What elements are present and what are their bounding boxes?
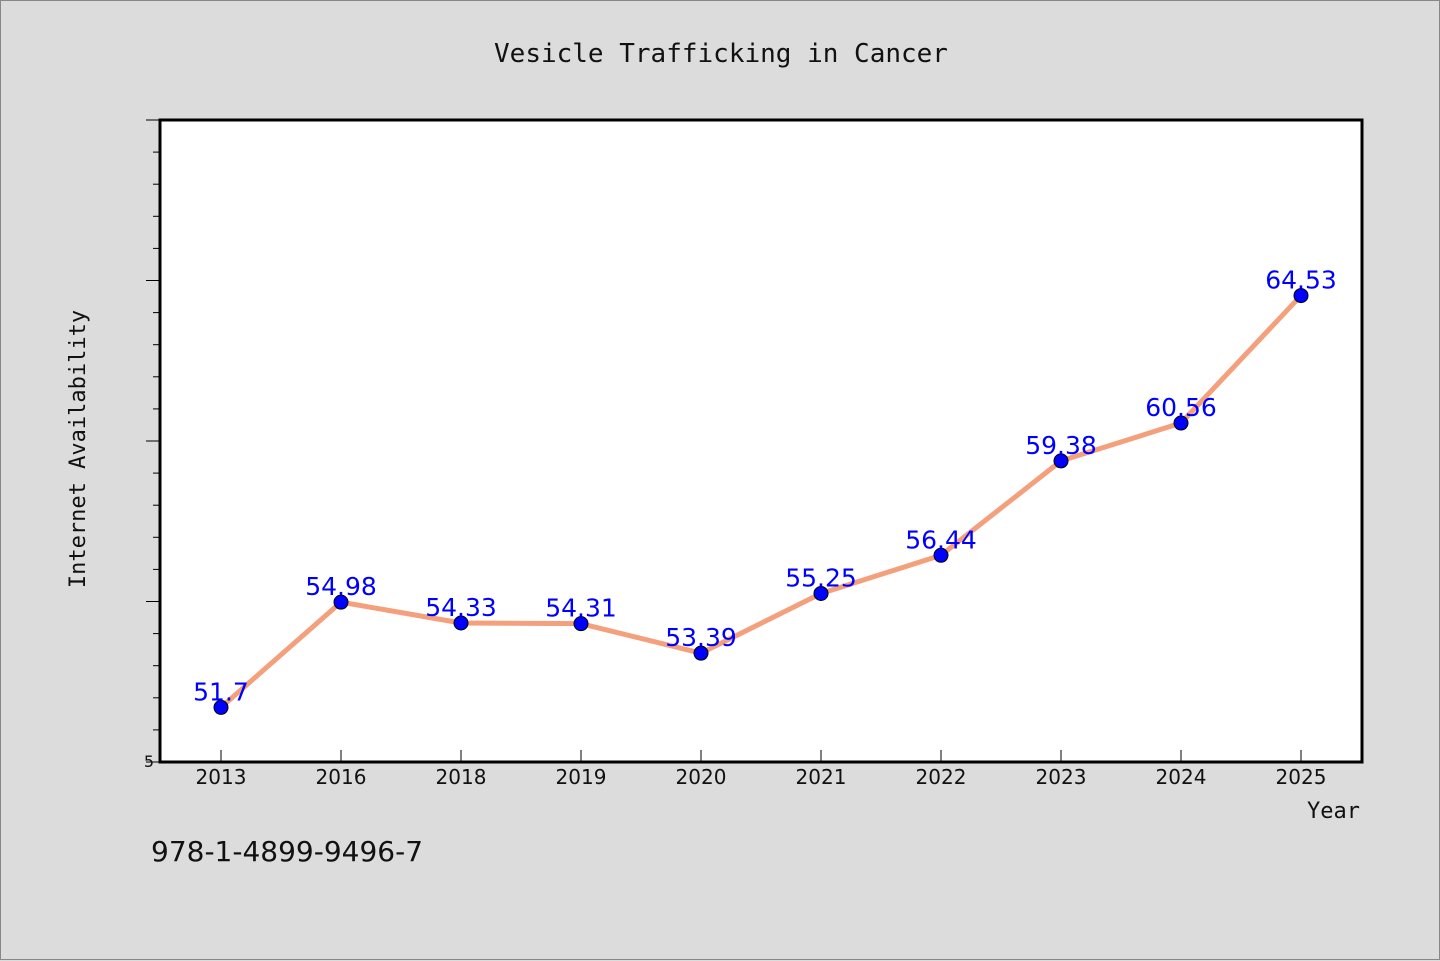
data-label: 54.98 [305, 572, 377, 601]
data-label: 53.39 [665, 623, 737, 652]
x-tick-label: 2018 [436, 765, 487, 789]
x-tick-label: 2022 [916, 765, 967, 789]
x-tick-label: 2020 [676, 765, 727, 789]
data-point [333, 594, 349, 610]
data-label: 64.53 [1265, 266, 1337, 295]
data-point [813, 585, 829, 601]
x-axis-ticks [220, 750, 1302, 762]
data-label: 55.25 [785, 563, 857, 592]
y-axis-ticks [146, 119, 160, 763]
y-axis-label: Internet Availability [66, 310, 91, 588]
x-tick-label: 2023 [1036, 765, 1087, 789]
plot-area [158, 118, 1364, 764]
x-axis-tick-labels: 2013 2016 2018 2019 2020 2021 2022 2023 2024 2025 [196, 765, 1327, 789]
data-point [213, 699, 229, 715]
x-tick-label: 2021 [796, 765, 847, 789]
data-label: 56.44 [905, 525, 977, 554]
data-label: 60.56 [1145, 393, 1217, 422]
y-tick-label: 5 [144, 752, 154, 771]
series-line [218, 293, 1304, 710]
x-tick-label: 2025 [1276, 765, 1327, 789]
chart-title: Vesicle Trafficking in Cancer [494, 39, 948, 69]
series-line-group [218, 293, 1304, 710]
data-point [453, 615, 469, 631]
data-point [573, 616, 589, 632]
data-points [213, 288, 1309, 715]
x-axis-label: Year [1307, 799, 1360, 824]
data-label: 59.38 [1025, 431, 1097, 460]
x-tick-label: 2024 [1156, 765, 1207, 789]
data-label: 54.31 [545, 594, 617, 623]
data-point [1173, 415, 1189, 431]
data-label: 54.33 [425, 593, 497, 622]
data-labels: 51.7 54.98 54.33 54.31 53.39 55.25 56.44 59.38 6… [193, 266, 1337, 707]
isbn-text: 978-1-4899-9496-7 [151, 835, 424, 868]
x-tick-label: 2013 [196, 765, 247, 789]
data-point [933, 547, 949, 563]
data-point [1053, 453, 1069, 469]
data-point [693, 645, 709, 661]
x-tick-label: 2016 [316, 765, 367, 789]
x-tick-label: 2019 [556, 765, 607, 789]
data-point [1293, 288, 1309, 304]
data-label: 51.7 [193, 677, 249, 706]
